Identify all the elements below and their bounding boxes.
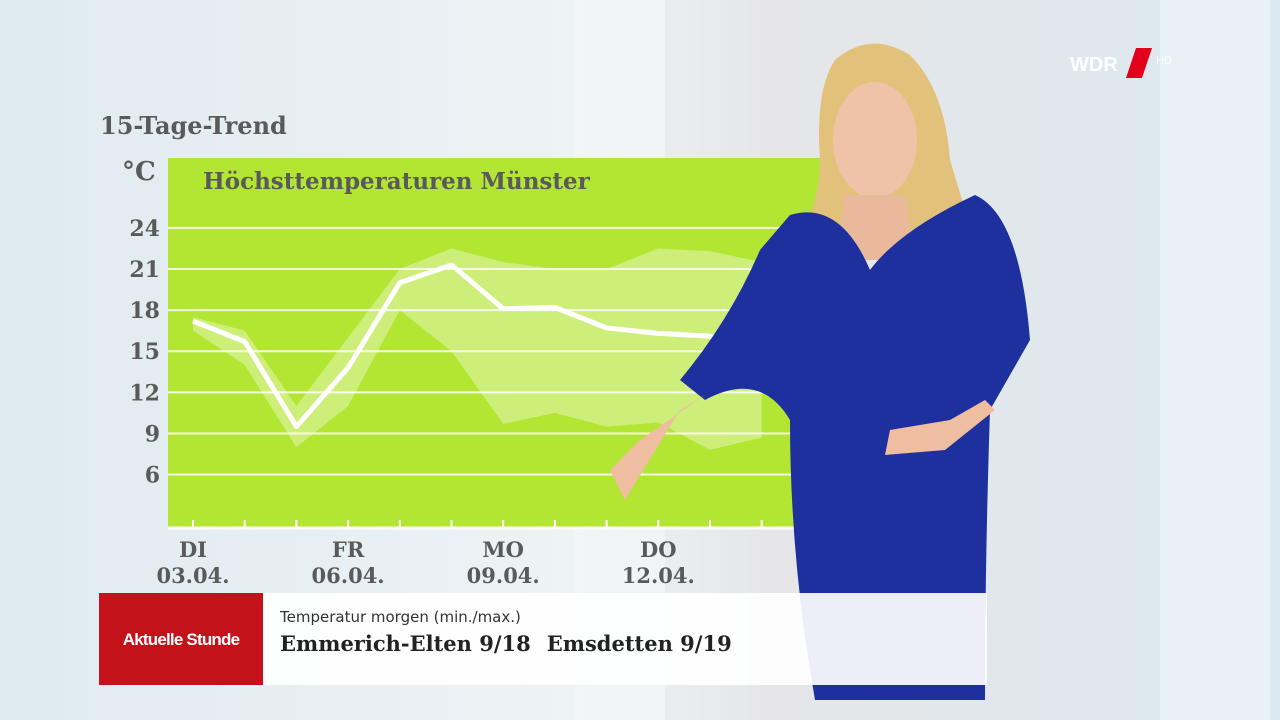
presenter xyxy=(610,43,1030,700)
x-tick-date: 06.04. xyxy=(312,563,385,588)
x-tick-label: MO xyxy=(482,537,524,562)
x-tick-label: FR xyxy=(332,537,365,562)
y-tick-label: 18 xyxy=(129,298,160,324)
forecast-item: Emsdetten 9/19 xyxy=(547,631,732,656)
chart: 15-Tage-Trend °C Höchsttemperaturen Müns… xyxy=(100,111,826,588)
y-tick-label: 12 xyxy=(129,380,160,406)
y-tick-label: 6 xyxy=(145,463,160,489)
y-tick-label: 21 xyxy=(129,257,160,283)
x-tick-date: 09.04. xyxy=(467,563,540,588)
logo-suffix: HD xyxy=(1156,55,1172,67)
chart-heading: 15-Tage-Trend xyxy=(100,111,287,140)
x-tick-label: DI xyxy=(179,537,207,562)
chart-title: Höchsttemperaturen Münster xyxy=(203,168,591,195)
forecast-item: Emmerich-Elten 9/18 xyxy=(280,631,531,656)
studio-panel xyxy=(1160,0,1270,720)
show-box xyxy=(99,593,263,685)
show-name: Aktuelle Stunde xyxy=(123,630,240,649)
logo-text: WDR xyxy=(1070,54,1118,76)
y-tick-label: 24 xyxy=(129,216,160,242)
logo: WDR HD xyxy=(1070,48,1172,78)
y-tick-label: 15 xyxy=(129,339,160,365)
x-tick-date: 12.04. xyxy=(622,563,695,588)
y-tick-label: 9 xyxy=(145,421,160,447)
logo-slash xyxy=(1126,48,1152,78)
x-tick-date: 03.04. xyxy=(156,563,229,588)
temperature-line xyxy=(192,262,763,430)
caption-box xyxy=(263,593,987,685)
forecast: Emmerich-Elten 9/18 Emsdetten 9/19 xyxy=(280,631,732,656)
y-unit: °C xyxy=(122,157,156,187)
caption: Temperatur morgen (min./max.) xyxy=(279,608,521,626)
lower-third: Aktuelle Stunde Temperatur morgen (min./… xyxy=(99,593,987,685)
range-band xyxy=(193,248,762,450)
x-tick-label: DO xyxy=(640,537,677,562)
